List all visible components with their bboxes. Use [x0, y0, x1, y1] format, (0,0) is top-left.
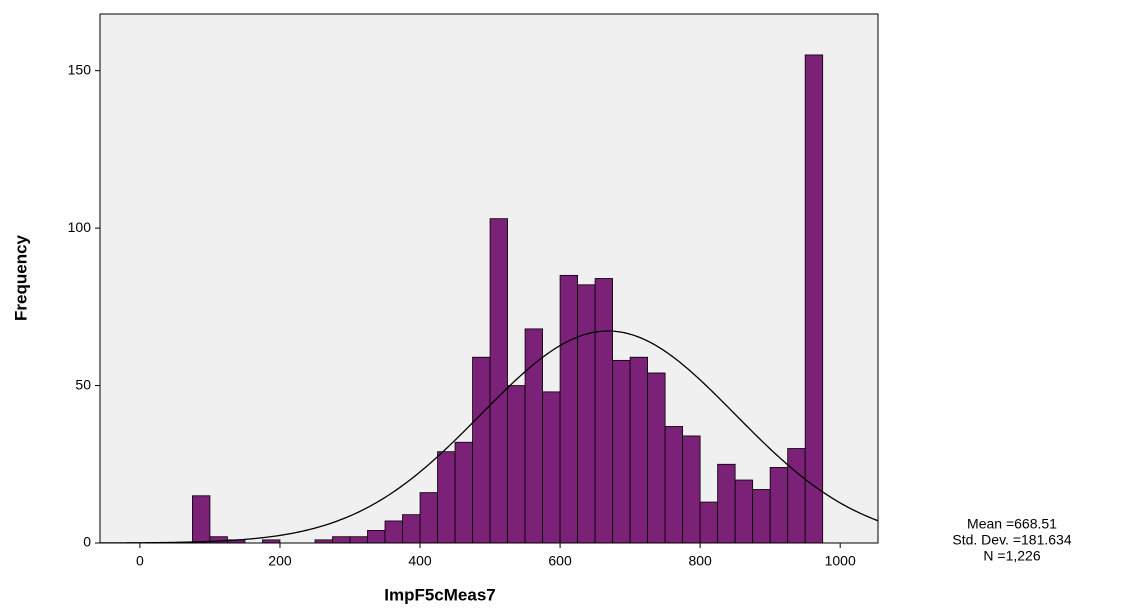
x-axis-title: ImpF5cMeas7	[384, 585, 496, 604]
stat-label: N =1,226	[983, 548, 1040, 564]
bar	[577, 284, 596, 544]
x-tick-label: 200	[268, 553, 292, 569]
x-tick-label: 0	[136, 553, 144, 569]
bar	[734, 479, 754, 544]
bar	[559, 274, 578, 544]
stat-label: Std. Dev. =181.634	[952, 532, 1071, 548]
x-tick-label: 1000	[825, 553, 856, 569]
plot-border	[99, 13, 879, 544]
bar	[437, 451, 456, 544]
x-tick-label: 800	[688, 553, 712, 569]
bar	[769, 467, 789, 544]
bar	[349, 536, 368, 544]
bar	[507, 385, 526, 544]
bar	[699, 501, 719, 544]
bar	[629, 356, 649, 544]
y-tick-label: 150	[68, 61, 92, 77]
y-tick-label: 100	[68, 219, 92, 235]
bar	[454, 441, 473, 544]
x-tick-label: 400	[408, 553, 432, 569]
bar	[787, 448, 806, 544]
y-tick-label: 50	[75, 376, 91, 392]
bar	[647, 372, 666, 544]
bar	[209, 536, 228, 544]
x-tick-label: 600	[548, 553, 572, 569]
bar	[612, 359, 631, 544]
bar	[402, 514, 421, 544]
bar	[804, 54, 824, 544]
bar	[367, 530, 386, 544]
normal-curve	[100, 330, 878, 543]
bar	[682, 435, 701, 544]
bar	[384, 520, 403, 544]
bar	[542, 391, 561, 544]
bar	[489, 218, 508, 544]
bar	[419, 492, 438, 544]
bar	[717, 463, 736, 544]
bar	[594, 278, 613, 544]
bar	[192, 495, 211, 544]
y-tick-label: 0	[83, 534, 91, 550]
bar	[664, 426, 684, 544]
bar	[332, 536, 351, 544]
bar	[472, 356, 491, 544]
y-axis-title: Frequency	[11, 234, 30, 321]
bar	[752, 489, 771, 544]
stat-label: Mean =668.51	[967, 516, 1057, 532]
bar	[524, 328, 543, 544]
